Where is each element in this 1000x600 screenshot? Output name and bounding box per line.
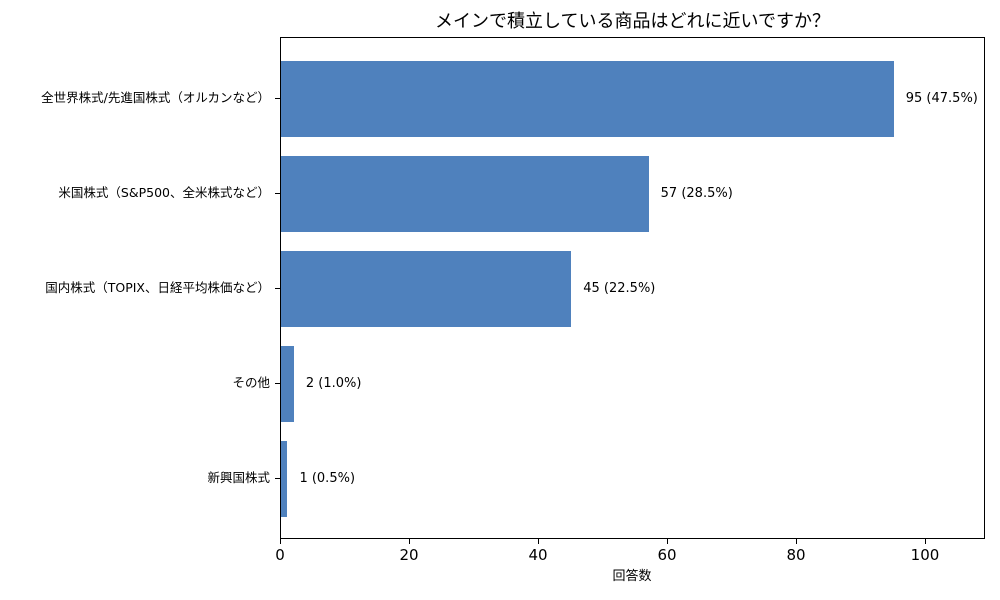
y-tick — [275, 383, 280, 384]
bar-value-label: 95 (47.5%) — [905, 91, 978, 106]
y-tick — [275, 98, 280, 99]
x-tick — [796, 539, 797, 544]
bar — [281, 441, 288, 517]
y-tick — [275, 193, 280, 194]
y-tick-label: 新興国株式 — [207, 470, 270, 485]
bar — [281, 156, 649, 232]
bar — [281, 61, 894, 137]
y-tick-label: 国内株式（TOPIX、日経平均株価など） — [45, 280, 270, 295]
x-tick — [925, 539, 926, 544]
x-tick-label: 0 — [275, 546, 285, 564]
plot-area: 95 (47.5%) 57 (28.5%) 45 (22.5%) 2 (1.0%) 1 … — [280, 37, 985, 539]
y-tick — [275, 288, 280, 289]
x-tick-label: 80 — [786, 546, 806, 564]
x-tick — [280, 539, 281, 544]
y-tick-label: 全世界株式/先進国株式（オルカンなど） — [41, 90, 270, 105]
bar — [281, 251, 572, 327]
bar-value-label: 2 (1.0%) — [305, 376, 362, 391]
y-tick — [275, 478, 280, 479]
x-axis-label: 回答数 — [612, 569, 652, 584]
x-tick-label: 100 — [910, 546, 940, 564]
bar-value-label: 45 (22.5%) — [583, 281, 656, 296]
y-tick-label: その他 — [232, 375, 270, 390]
bar-value-label: 57 (28.5%) — [660, 186, 733, 201]
bar — [281, 346, 294, 422]
bar-value-label: 1 (0.5%) — [299, 471, 356, 486]
chart-title: メインで積立している商品はどれに近いですか？ — [435, 11, 830, 32]
y-tick-label: 米国株式（S&P500、全米株式など） — [58, 185, 270, 200]
x-tick — [667, 539, 668, 544]
x-tick-label: 40 — [528, 546, 548, 564]
x-tick — [409, 539, 410, 544]
x-tick-label: 60 — [657, 546, 677, 564]
x-tick — [538, 539, 539, 544]
x-tick-label: 20 — [399, 546, 419, 564]
